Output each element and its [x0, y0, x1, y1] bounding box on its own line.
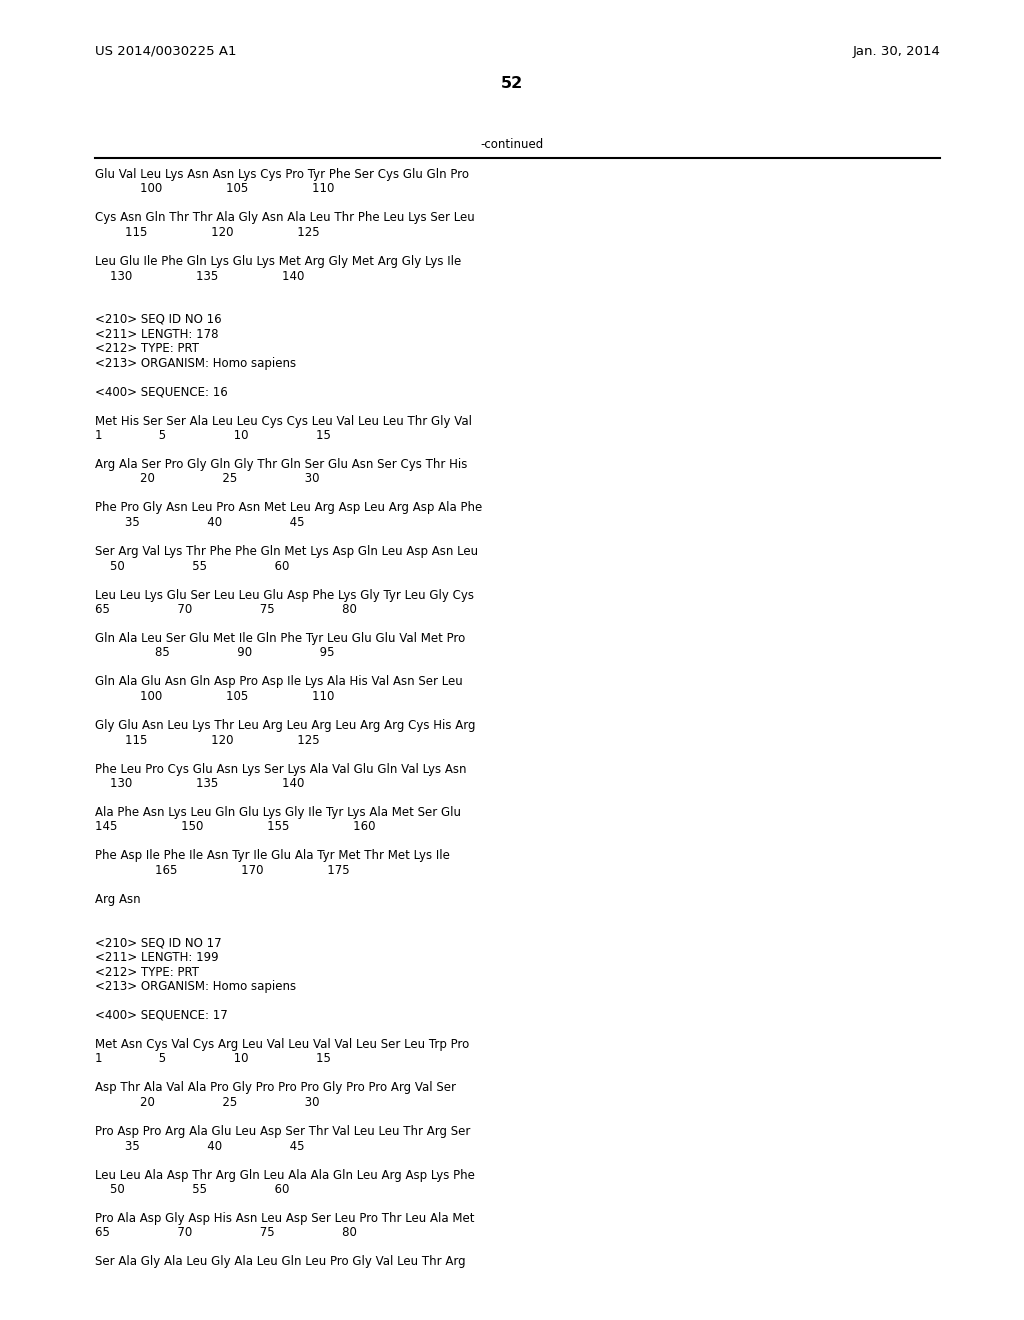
Text: Gly Glu Asn Leu Lys Thr Leu Arg Leu Arg Leu Arg Arg Cys His Arg: Gly Glu Asn Leu Lys Thr Leu Arg Leu Arg … [95, 719, 475, 733]
Text: Ala Phe Asn Lys Leu Gln Glu Lys Gly Ile Tyr Lys Ala Met Ser Glu: Ala Phe Asn Lys Leu Gln Glu Lys Gly Ile … [95, 807, 461, 818]
Text: Pro Ala Asp Gly Asp His Asn Leu Asp Ser Leu Pro Thr Leu Ala Met: Pro Ala Asp Gly Asp His Asn Leu Asp Ser … [95, 1212, 474, 1225]
Text: 85                  90                  95: 85 90 95 [95, 647, 335, 660]
Text: <212> TYPE: PRT: <212> TYPE: PRT [95, 342, 199, 355]
Text: 35                  40                  45: 35 40 45 [95, 1139, 304, 1152]
Text: Met His Ser Ser Ala Leu Leu Cys Cys Leu Val Leu Leu Thr Gly Val: Met His Ser Ser Ala Leu Leu Cys Cys Leu … [95, 414, 472, 428]
Text: 115                 120                 125: 115 120 125 [95, 734, 319, 747]
Text: <211> LENGTH: 178: <211> LENGTH: 178 [95, 327, 218, 341]
Text: <400> SEQUENCE: 17: <400> SEQUENCE: 17 [95, 1008, 227, 1022]
Text: 145                 150                 155                 160: 145 150 155 160 [95, 821, 376, 833]
Text: Ser Arg Val Lys Thr Phe Phe Gln Met Lys Asp Gln Leu Asp Asn Leu: Ser Arg Val Lys Thr Phe Phe Gln Met Lys … [95, 545, 478, 558]
Text: Pro Asp Pro Arg Ala Glu Leu Asp Ser Thr Val Leu Leu Thr Arg Ser: Pro Asp Pro Arg Ala Glu Leu Asp Ser Thr … [95, 1125, 470, 1138]
Text: Phe Leu Pro Cys Glu Asn Lys Ser Lys Ala Val Glu Gln Val Lys Asn: Phe Leu Pro Cys Glu Asn Lys Ser Lys Ala … [95, 763, 467, 776]
Text: Leu Leu Ala Asp Thr Arg Gln Leu Ala Ala Gln Leu Arg Asp Lys Phe: Leu Leu Ala Asp Thr Arg Gln Leu Ala Ala … [95, 1168, 475, 1181]
Text: Arg Asn: Arg Asn [95, 894, 140, 906]
Text: US 2014/0030225 A1: US 2014/0030225 A1 [95, 45, 237, 58]
Text: Leu Glu Ile Phe Gln Lys Glu Lys Met Arg Gly Met Arg Gly Lys Ile: Leu Glu Ile Phe Gln Lys Glu Lys Met Arg … [95, 255, 461, 268]
Text: 50                  55                  60: 50 55 60 [95, 560, 290, 573]
Text: Met Asn Cys Val Cys Arg Leu Val Leu Val Val Leu Ser Leu Trp Pro: Met Asn Cys Val Cys Arg Leu Val Leu Val … [95, 1038, 469, 1051]
Text: 20                  25                  30: 20 25 30 [95, 1096, 319, 1109]
Text: -continued: -continued [480, 139, 544, 150]
Text: Arg Ala Ser Pro Gly Gln Gly Thr Gln Ser Glu Asn Ser Cys Thr His: Arg Ala Ser Pro Gly Gln Gly Thr Gln Ser … [95, 458, 467, 471]
Text: 130                 135                 140: 130 135 140 [95, 777, 304, 789]
Text: Cys Asn Gln Thr Thr Ala Gly Asn Ala Leu Thr Phe Leu Lys Ser Leu: Cys Asn Gln Thr Thr Ala Gly Asn Ala Leu … [95, 211, 475, 224]
Text: 52: 52 [501, 77, 523, 91]
Text: Phe Asp Ile Phe Ile Asn Tyr Ile Glu Ala Tyr Met Thr Met Lys Ile: Phe Asp Ile Phe Ile Asn Tyr Ile Glu Ala … [95, 850, 450, 862]
Text: Phe Pro Gly Asn Leu Pro Asn Met Leu Arg Asp Leu Arg Asp Ala Phe: Phe Pro Gly Asn Leu Pro Asn Met Leu Arg … [95, 502, 482, 515]
Text: 165                 170                 175: 165 170 175 [95, 865, 349, 876]
Text: 1               5                  10                  15: 1 5 10 15 [95, 1052, 331, 1065]
Text: 65                  70                  75                  80: 65 70 75 80 [95, 1226, 357, 1239]
Text: <211> LENGTH: 199: <211> LENGTH: 199 [95, 950, 219, 964]
Text: 1               5                  10                  15: 1 5 10 15 [95, 429, 331, 442]
Text: Gln Ala Leu Ser Glu Met Ile Gln Phe Tyr Leu Glu Glu Val Met Pro: Gln Ala Leu Ser Glu Met Ile Gln Phe Tyr … [95, 632, 465, 645]
Text: <212> TYPE: PRT: <212> TYPE: PRT [95, 965, 199, 978]
Text: 100                 105                 110: 100 105 110 [95, 690, 335, 704]
Text: Glu Val Leu Lys Asn Asn Lys Cys Pro Tyr Phe Ser Cys Glu Gln Pro: Glu Val Leu Lys Asn Asn Lys Cys Pro Tyr … [95, 168, 469, 181]
Text: 130                 135                 140: 130 135 140 [95, 269, 304, 282]
Text: <213> ORGANISM: Homo sapiens: <213> ORGANISM: Homo sapiens [95, 356, 296, 370]
Text: <213> ORGANISM: Homo sapiens: <213> ORGANISM: Homo sapiens [95, 979, 296, 993]
Text: 50                  55                  60: 50 55 60 [95, 1183, 290, 1196]
Text: 65                  70                  75                  80: 65 70 75 80 [95, 603, 357, 616]
Text: 100                 105                 110: 100 105 110 [95, 182, 335, 195]
Text: Gln Ala Glu Asn Gln Asp Pro Asp Ile Lys Ala His Val Asn Ser Leu: Gln Ala Glu Asn Gln Asp Pro Asp Ile Lys … [95, 676, 463, 689]
Text: <400> SEQUENCE: 16: <400> SEQUENCE: 16 [95, 385, 227, 399]
Text: <210> SEQ ID NO 17: <210> SEQ ID NO 17 [95, 936, 221, 949]
Text: Asp Thr Ala Val Ala Pro Gly Pro Pro Pro Gly Pro Pro Arg Val Ser: Asp Thr Ala Val Ala Pro Gly Pro Pro Pro … [95, 1081, 456, 1094]
Text: 35                  40                  45: 35 40 45 [95, 516, 304, 529]
Text: 20                  25                  30: 20 25 30 [95, 473, 319, 486]
Text: 115                 120                 125: 115 120 125 [95, 226, 319, 239]
Text: <210> SEQ ID NO 16: <210> SEQ ID NO 16 [95, 313, 221, 326]
Text: Leu Leu Lys Glu Ser Leu Leu Glu Asp Phe Lys Gly Tyr Leu Gly Cys: Leu Leu Lys Glu Ser Leu Leu Glu Asp Phe … [95, 589, 474, 602]
Text: Jan. 30, 2014: Jan. 30, 2014 [852, 45, 940, 58]
Text: Ser Ala Gly Ala Leu Gly Ala Leu Gln Leu Pro Gly Val Leu Thr Arg: Ser Ala Gly Ala Leu Gly Ala Leu Gln Leu … [95, 1255, 466, 1269]
